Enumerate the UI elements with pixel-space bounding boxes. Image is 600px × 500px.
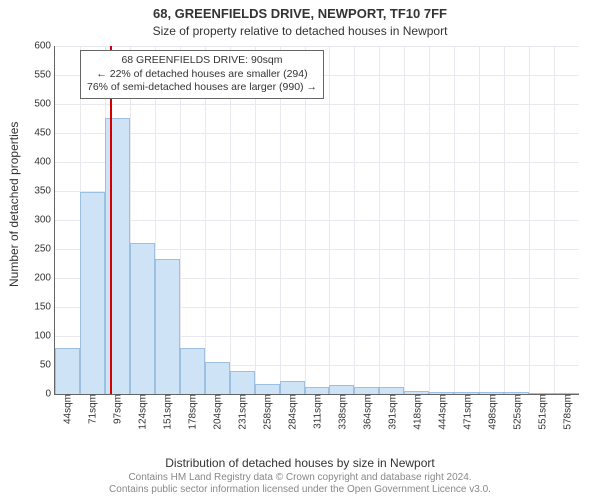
chart-container: 68, GREENFIELDS DRIVE, NEWPORT, TF10 7FF…: [0, 0, 600, 500]
histogram-bar: [529, 393, 554, 394]
histogram-bar: [429, 392, 454, 394]
x-tick-label: 258sqm: [261, 394, 274, 430]
histogram-bar: [379, 387, 404, 394]
y-tick-label: 300: [34, 215, 55, 226]
histogram-bar: [80, 192, 105, 394]
info-box: 68 GREENFIELDS DRIVE: 90sqm ← 22% of det…: [80, 50, 324, 99]
x-tick-label: 151sqm: [161, 394, 174, 430]
gridline-h: [55, 191, 579, 192]
x-tick-label: 551sqm: [535, 394, 548, 430]
y-tick-label: 0: [45, 389, 55, 400]
x-tick-label: 97sqm: [111, 394, 124, 424]
attribution-line-2: Contains public sector information licen…: [0, 484, 600, 496]
y-tick-label: 400: [34, 157, 55, 168]
y-tick-label: 250: [34, 244, 55, 255]
y-tick-label: 600: [34, 41, 55, 52]
gridline-h: [55, 220, 579, 221]
histogram-bar: [404, 391, 429, 394]
gridline-v: [454, 46, 455, 394]
y-tick-label: 50: [40, 360, 55, 371]
gridline-v: [504, 46, 505, 394]
histogram-bar: [155, 259, 180, 394]
x-tick-label: 44sqm: [61, 394, 74, 424]
histogram-bar: [180, 348, 205, 394]
gridline-v: [554, 46, 555, 394]
x-tick-label: 578sqm: [560, 394, 573, 430]
x-tick-label: 418sqm: [410, 394, 423, 430]
x-tick-label: 444sqm: [435, 394, 448, 430]
gridline-v: [329, 46, 330, 394]
x-tick-label: 71sqm: [86, 394, 99, 424]
histogram-bar: [329, 385, 354, 394]
gridline-h: [55, 162, 579, 163]
histogram-bar: [280, 381, 305, 394]
gridline-h: [55, 133, 579, 134]
histogram-bar: [55, 348, 80, 394]
x-tick-label: 178sqm: [186, 394, 199, 430]
histogram-bar: [205, 362, 230, 394]
attribution: Contains HM Land Registry data © Crown c…: [0, 472, 600, 496]
info-line-2: ← 22% of detached houses are smaller (29…: [87, 68, 317, 82]
chart-subtitle: Size of property relative to detached ho…: [0, 24, 600, 38]
y-tick-label: 350: [34, 186, 55, 197]
gridline-h: [55, 46, 579, 47]
attribution-line-1: Contains HM Land Registry data © Crown c…: [0, 472, 600, 484]
gridline-v: [354, 46, 355, 394]
histogram-bar: [554, 393, 579, 394]
chart-title: 68, GREENFIELDS DRIVE, NEWPORT, TF10 7FF: [0, 6, 600, 21]
gridline-v: [429, 46, 430, 394]
histogram-bar: [255, 384, 280, 394]
histogram-bar: [305, 387, 330, 394]
x-tick-label: 311sqm: [311, 394, 324, 429]
histogram-bar: [504, 392, 529, 394]
x-tick-label: 284sqm: [286, 394, 299, 430]
gridline-v: [479, 46, 480, 394]
histogram-bar: [354, 387, 379, 394]
x-tick-label: 471sqm: [460, 394, 473, 430]
gridline-v: [529, 46, 530, 394]
y-tick-label: 100: [34, 331, 55, 342]
x-tick-label: 338sqm: [335, 394, 348, 430]
x-tick-label: 525sqm: [510, 394, 523, 430]
y-tick-label: 150: [34, 302, 55, 313]
x-axis-label: Distribution of detached houses by size …: [0, 456, 600, 470]
y-tick-label: 200: [34, 273, 55, 284]
gridline-v: [379, 46, 380, 394]
histogram-bar: [230, 371, 255, 394]
y-tick-label: 500: [34, 99, 55, 110]
x-tick-label: 364sqm: [360, 394, 373, 430]
info-line-1: 68 GREENFIELDS DRIVE: 90sqm: [87, 54, 317, 68]
x-tick-label: 204sqm: [211, 394, 224, 430]
x-tick-label: 391sqm: [385, 394, 398, 430]
x-tick-label: 231sqm: [236, 394, 249, 430]
y-tick-label: 550: [34, 70, 55, 81]
histogram-bar: [130, 243, 155, 394]
histogram-bar: [479, 392, 504, 394]
y-axis-label: Number of detached properties: [7, 122, 21, 287]
gridline-v: [404, 46, 405, 394]
x-tick-label: 124sqm: [136, 394, 149, 430]
x-tick-label: 498sqm: [485, 394, 498, 430]
info-line-3: 76% of semi-detached houses are larger (…: [87, 81, 317, 95]
histogram-bar: [454, 392, 479, 394]
y-tick-label: 450: [34, 128, 55, 139]
gridline-h: [55, 104, 579, 105]
